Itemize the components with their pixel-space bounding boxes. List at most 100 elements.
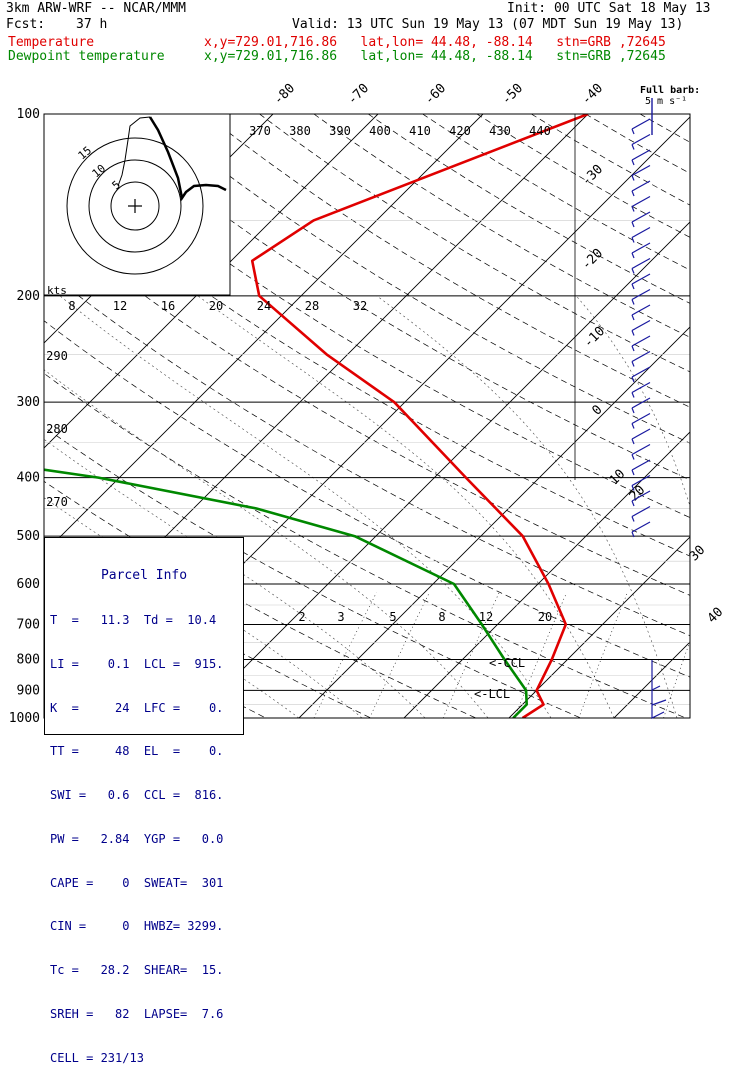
wind-barb-icon <box>632 393 634 398</box>
wind-barb-icon <box>632 398 650 408</box>
isotherm-label: -70 <box>345 81 372 108</box>
isotherm-label: -10 <box>581 324 608 351</box>
wind-barb-icon <box>632 414 650 424</box>
wind-barb-icon <box>632 119 650 129</box>
isotherm-label: 10 <box>607 467 629 489</box>
wind-barb-icon <box>632 145 634 150</box>
isotherm-label: -40 <box>579 81 606 108</box>
wind-barb-icon <box>632 166 650 176</box>
parcel-row: PW = 2.84 YGP = 0.0 <box>45 832 243 847</box>
pressure-tick-label: 600 <box>17 577 40 592</box>
wind-barb-icon <box>632 228 650 238</box>
mixing-ratio-label: 5 <box>389 610 396 624</box>
kts-tick-label: 12 <box>113 299 127 313</box>
wind-barb-icon <box>632 522 650 532</box>
pressure-tick-label: 800 <box>17 652 40 667</box>
kts-tick-label: 28 <box>305 299 319 313</box>
isotherm-label: -50 <box>499 81 526 108</box>
dry-adiabat-label: 290 <box>46 349 68 363</box>
isotherm-label: 0 <box>589 402 605 418</box>
parcel-row: LI = 0.1 LCL = 915. <box>45 657 243 672</box>
wind-barb-icon <box>632 445 650 455</box>
isotherm-label: -30 <box>579 162 606 189</box>
wind-barb-icon <box>632 150 650 160</box>
wind-barb-icon <box>632 424 634 429</box>
pressure-tick-label: 300 <box>17 395 40 410</box>
theta-e-label: 440 <box>529 124 551 138</box>
isotherm-label: -60 <box>422 81 449 108</box>
theta-e-label: 420 <box>449 124 471 138</box>
isotherm-line <box>719 114 740 718</box>
parcel-info-title: Parcel Info <box>45 569 243 584</box>
wind-barb-icon <box>632 429 650 439</box>
wind-barb-icon <box>632 269 634 274</box>
ccl-annotation: <-CCL <box>489 656 525 670</box>
wind-barb-icon <box>632 315 634 320</box>
temperature-series-line <box>252 114 588 718</box>
mixing-ratio-label: 2 <box>298 610 305 624</box>
mixing-ratio-line <box>579 593 628 718</box>
isotherm-line <box>194 114 740 718</box>
mixing-ratio-line <box>370 593 430 718</box>
theta-e-label: 410 <box>409 124 431 138</box>
wind-barb-icon <box>632 300 634 305</box>
lcl-annotation: <-LCL <box>474 687 510 701</box>
parcel-row: SREH = 82 LAPSE= 7.6 <box>45 1007 243 1022</box>
wind-barb-icon <box>632 336 650 346</box>
pressure-tick-label: 400 <box>17 471 40 486</box>
dry-adiabat <box>368 114 740 718</box>
theta-e-label: 430 <box>489 124 511 138</box>
mixing-ratio-label: 8 <box>438 610 445 624</box>
kts-tick-label: 32 <box>353 299 367 313</box>
wind-barb-icon <box>632 476 650 486</box>
parcel-row: CIN = 0 HWBZ= 3299. <box>45 919 243 934</box>
isotherm-label: -20 <box>579 246 606 273</box>
pressure-tick-label: 200 <box>17 289 40 304</box>
wind-barb-icon <box>632 331 634 336</box>
wind-barb-icon <box>632 253 634 258</box>
wind-barb-icon <box>632 197 650 207</box>
theta-e-label: 380 <box>289 124 311 138</box>
wind-barb-icon <box>632 352 650 362</box>
parcel-row: TT = 48 EL = 0. <box>45 744 243 759</box>
wind-barb-icon <box>632 284 634 289</box>
kts-tick-label: 16 <box>161 299 175 313</box>
theta-e-label: 370 <box>249 124 271 138</box>
dry-adiabat <box>260 114 740 718</box>
hodograph-box <box>44 114 230 295</box>
parcel-row: CELL = 231/13 <box>45 1051 243 1066</box>
wind-barb-icon <box>632 290 650 300</box>
wind-barb-icon <box>632 517 634 522</box>
wind-barb-icon <box>632 321 650 331</box>
wind-barb-icon <box>632 160 634 165</box>
wind-barb-icon <box>632 191 634 196</box>
pressure-tick-label: 500 <box>17 529 40 544</box>
barb-legend-unit: 5 m s⁻¹ <box>645 96 687 107</box>
mixing-ratio-line <box>314 593 377 718</box>
kts-tick-label: 8 <box>68 299 75 313</box>
dry-adiabat <box>586 114 740 718</box>
dry-adiabat <box>423 114 740 718</box>
dry-adiabat <box>314 114 740 718</box>
barb-legend-label: Full barb: <box>640 85 700 96</box>
wind-barb-icon <box>632 176 634 181</box>
parcel-row: Tc = 28.2 SHEAR= 15. <box>45 963 243 978</box>
wind-barb-icon <box>632 507 650 517</box>
kts-tick-label: 24 <box>257 299 271 313</box>
pressure-tick-label: 700 <box>17 617 40 632</box>
mixing-ratio-label: 3 <box>337 610 344 624</box>
parcel-row: T = 11.3 Td = 10.4 <box>45 613 243 628</box>
wind-barb-icon <box>632 129 634 134</box>
theta-e-label: 390 <box>329 124 351 138</box>
isotherm-label: 40 <box>705 605 727 627</box>
wind-barb-icon <box>632 383 650 393</box>
wind-barb-icon <box>632 274 650 284</box>
wind-barb-icon <box>632 408 634 413</box>
pressure-tick-label: 100 <box>17 107 40 122</box>
kts-tick-label: 20 <box>209 299 223 313</box>
pressure-tick-label: 900 <box>17 683 40 698</box>
moist-adiabat <box>377 296 677 718</box>
parcel-info-panel: Parcel Info T = 11.3 Td = 10.4 LI = 0.1 … <box>44 537 244 735</box>
moist-adiabat <box>198 296 614 718</box>
wind-barb-icon <box>632 470 634 475</box>
